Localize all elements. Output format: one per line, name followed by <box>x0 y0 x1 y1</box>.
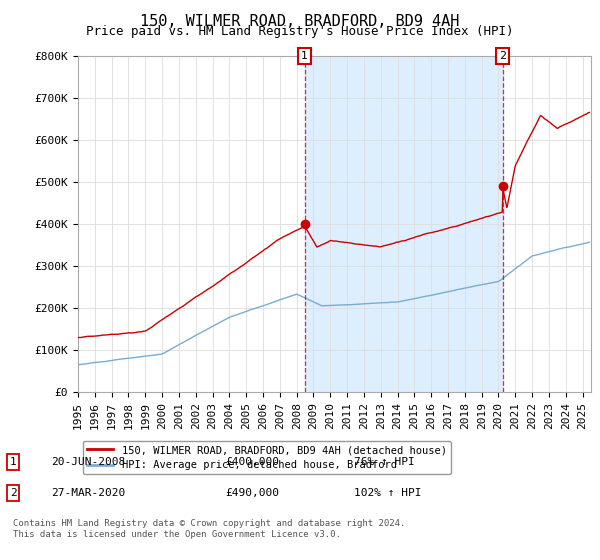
Text: 102% ↑ HPI: 102% ↑ HPI <box>354 488 421 498</box>
Text: 1: 1 <box>10 457 17 467</box>
Text: £400,000: £400,000 <box>225 457 279 467</box>
Text: 1: 1 <box>301 51 308 61</box>
Text: Contains HM Land Registry data © Crown copyright and database right 2024.
This d: Contains HM Land Registry data © Crown c… <box>13 520 406 539</box>
Bar <box>305 56 503 392</box>
Text: 27-MAR-2020: 27-MAR-2020 <box>51 488 125 498</box>
Text: Price paid vs. HM Land Registry's House Price Index (HPI): Price paid vs. HM Land Registry's House … <box>86 25 514 38</box>
Text: 150, WILMER ROAD, BRADFORD, BD9 4AH: 150, WILMER ROAD, BRADFORD, BD9 4AH <box>140 14 460 29</box>
Text: 2: 2 <box>10 488 17 498</box>
Legend: 150, WILMER ROAD, BRADFORD, BD9 4AH (detached house), HPI: Average price, detach: 150, WILMER ROAD, BRADFORD, BD9 4AH (det… <box>83 441 451 474</box>
Text: 2: 2 <box>499 51 506 61</box>
Text: 76% ↑ HPI: 76% ↑ HPI <box>354 457 415 467</box>
Text: 20-JUN-2008: 20-JUN-2008 <box>51 457 125 467</box>
Text: £490,000: £490,000 <box>225 488 279 498</box>
